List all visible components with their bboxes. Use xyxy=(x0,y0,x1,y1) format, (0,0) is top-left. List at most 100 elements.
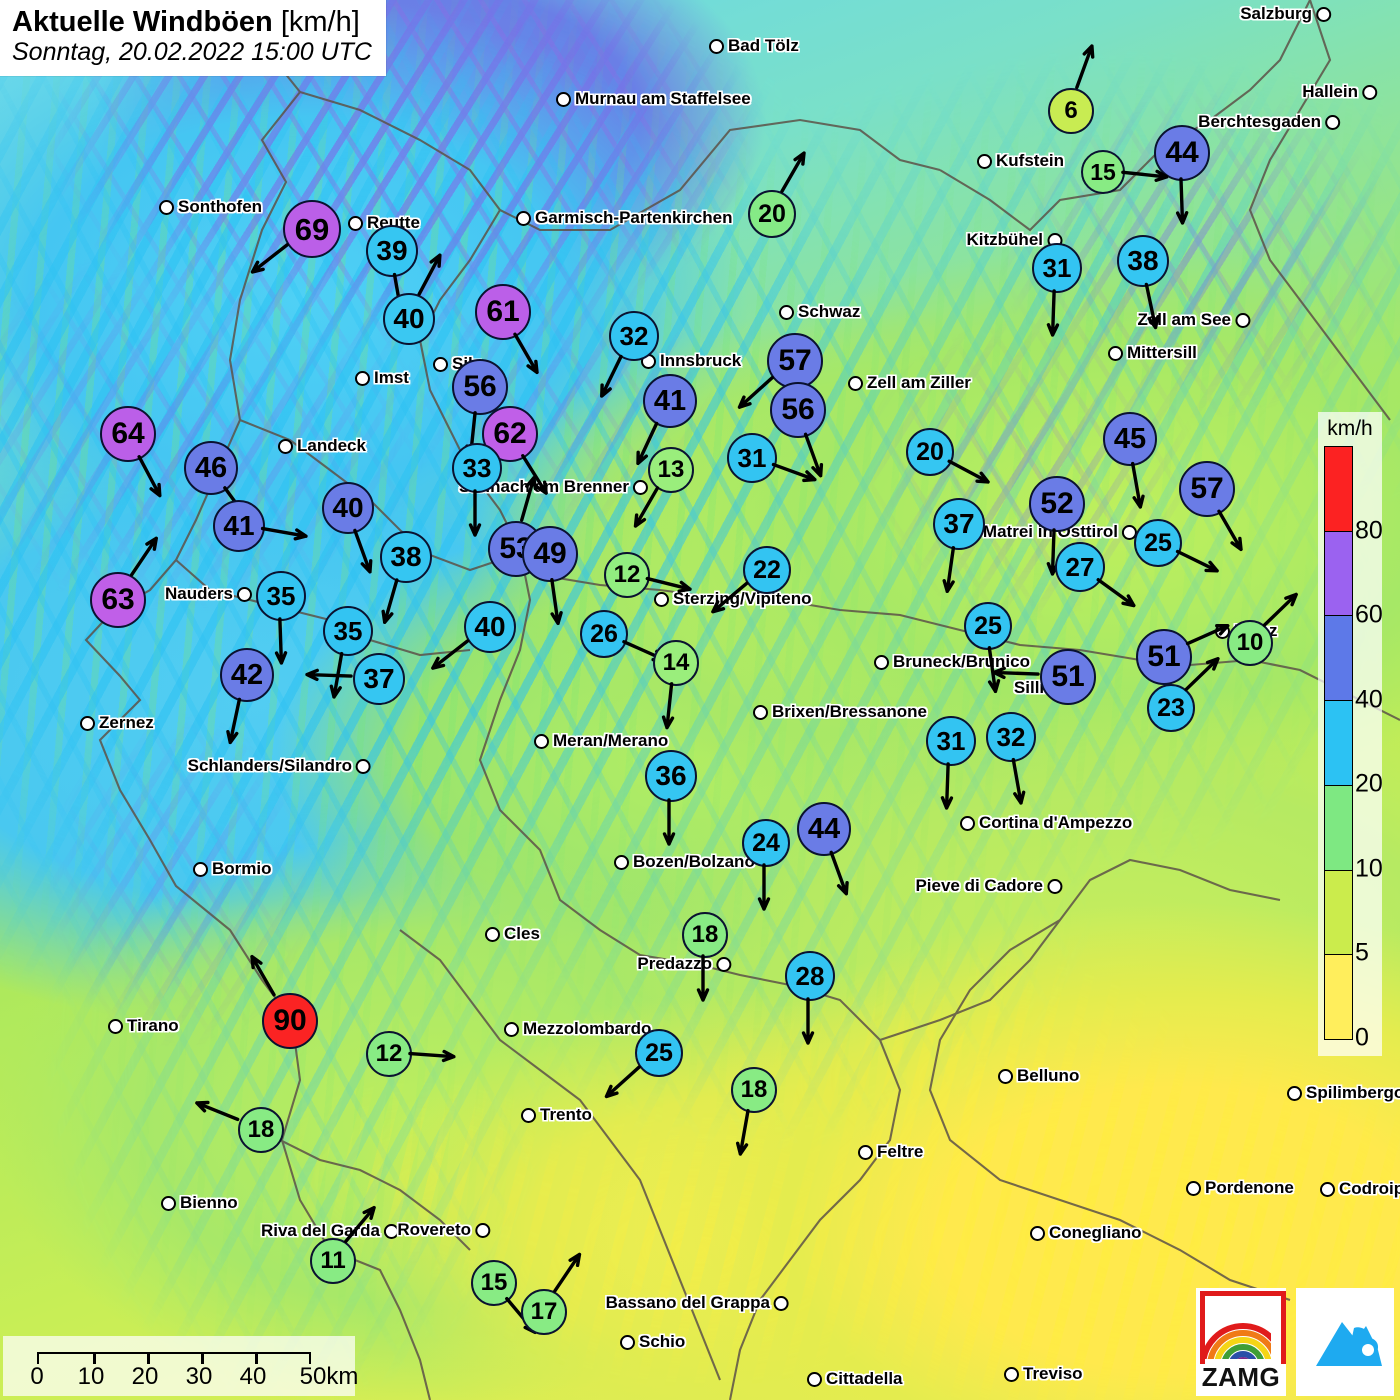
station-marker[interactable]: 35 xyxy=(256,571,306,665)
station-value-bubble[interactable]: 24 xyxy=(742,819,790,867)
station-marker[interactable]: 37 xyxy=(305,653,405,705)
station-marker[interactable]: 18 xyxy=(195,1100,284,1153)
station-marker[interactable]: 22 xyxy=(711,546,791,614)
station-value-bubble[interactable]: 62 xyxy=(482,406,538,462)
station-marker[interactable]: 39 xyxy=(366,225,418,320)
station-marker[interactable]: 11 xyxy=(310,1205,376,1284)
station-marker[interactable]: 49 xyxy=(522,526,578,625)
station-value-bubble[interactable]: 64 xyxy=(100,406,156,462)
station-value-bubble[interactable]: 12 xyxy=(366,1031,412,1077)
station-marker[interactable]: 38 xyxy=(380,531,432,624)
station-marker[interactable]: 41 xyxy=(213,500,308,552)
station-marker[interactable]: 10 xyxy=(1227,592,1298,666)
station-value-bubble[interactable]: 25 xyxy=(964,602,1012,650)
station-marker[interactable]: 57 xyxy=(737,333,823,409)
station-marker[interactable]: 44 xyxy=(797,802,851,896)
station-value-bubble[interactable]: 23 xyxy=(1147,684,1195,732)
station-value-bubble[interactable]: 11 xyxy=(310,1238,356,1284)
station-value-bubble[interactable]: 57 xyxy=(767,333,823,389)
station-marker[interactable]: 41 xyxy=(636,374,697,466)
station-marker[interactable]: 25 xyxy=(604,1029,683,1099)
station-marker[interactable]: 13 xyxy=(633,447,694,528)
station-marker[interactable]: 90 xyxy=(250,954,318,1049)
station-value-bubble[interactable]: 49 xyxy=(522,526,578,582)
station-marker[interactable]: 15 xyxy=(471,1260,537,1335)
station-value-bubble[interactable]: 15 xyxy=(471,1260,517,1306)
station-value-bubble[interactable]: 36 xyxy=(645,750,697,802)
station-value-bubble[interactable]: 18 xyxy=(238,1107,284,1153)
station-marker[interactable]: 46 xyxy=(184,441,253,526)
station-value-bubble[interactable]: 32 xyxy=(609,311,659,361)
station-value-bubble[interactable]: 25 xyxy=(1134,519,1182,567)
station-marker[interactable]: 31 xyxy=(1032,243,1082,337)
station-marker[interactable]: 64 xyxy=(100,406,162,498)
station-value-bubble[interactable]: 35 xyxy=(323,606,373,656)
station-marker[interactable]: 28 xyxy=(785,951,835,1045)
station-marker[interactable]: 20 xyxy=(748,151,806,238)
station-marker[interactable]: 18 xyxy=(731,1067,777,1156)
station-value-bubble[interactable]: 33 xyxy=(452,443,502,493)
station-marker[interactable]: 27 xyxy=(1055,542,1136,608)
station-marker[interactable]: 18 xyxy=(682,912,728,1002)
station-value-bubble[interactable]: 17 xyxy=(521,1289,567,1335)
station-marker[interactable]: 56 xyxy=(770,382,826,478)
station-marker[interactable]: 69 xyxy=(250,200,341,274)
station-value-bubble[interactable]: 6 xyxy=(1048,88,1094,134)
station-value-bubble[interactable]: 45 xyxy=(1103,412,1157,466)
station-value-bubble[interactable]: 12 xyxy=(604,552,650,598)
station-value-bubble[interactable]: 37 xyxy=(933,498,985,550)
station-value-bubble[interactable]: 27 xyxy=(1055,542,1105,592)
station-value-bubble[interactable]: 10 xyxy=(1227,620,1273,666)
station-marker[interactable]: 44 xyxy=(1154,125,1210,225)
station-value-bubble[interactable]: 31 xyxy=(727,433,777,483)
station-marker[interactable]: 38 xyxy=(1117,235,1169,330)
station-value-bubble[interactable]: 41 xyxy=(643,374,697,428)
station-value-bubble[interactable]: 56 xyxy=(770,382,826,438)
station-marker[interactable]: 45 xyxy=(1103,412,1157,509)
station-marker[interactable]: 61 xyxy=(475,284,539,375)
station-value-bubble[interactable]: 46 xyxy=(184,441,238,495)
station-marker[interactable]: 52 xyxy=(1029,476,1085,576)
station-value-bubble[interactable]: 44 xyxy=(1154,125,1210,181)
station-value-bubble[interactable]: 18 xyxy=(682,912,728,958)
station-marker[interactable]: 6 xyxy=(1048,44,1095,134)
station-value-bubble[interactable]: 28 xyxy=(785,951,835,1001)
station-marker[interactable]: 31 xyxy=(926,716,976,810)
station-marker[interactable]: 12 xyxy=(604,552,692,598)
station-marker[interactable]: 12 xyxy=(366,1031,456,1077)
station-value-bubble[interactable]: 69 xyxy=(283,200,341,258)
station-marker[interactable]: 32 xyxy=(600,311,659,398)
station-marker[interactable]: 35 xyxy=(323,606,373,699)
station-value-bubble[interactable]: 51 xyxy=(1136,629,1192,685)
station-marker[interactable]: 15 xyxy=(1081,150,1169,194)
station-value-bubble[interactable]: 37 xyxy=(353,653,405,705)
station-value-bubble[interactable]: 41 xyxy=(213,500,265,552)
station-marker[interactable]: 23 xyxy=(1147,657,1220,732)
station-value-bubble[interactable]: 40 xyxy=(383,293,435,345)
station-value-bubble[interactable]: 52 xyxy=(1029,476,1085,532)
station-marker[interactable]: 40 xyxy=(383,253,442,345)
station-marker[interactable]: 32 xyxy=(986,712,1036,805)
station-value-bubble[interactable]: 44 xyxy=(797,802,851,856)
station-value-bubble[interactable]: 35 xyxy=(256,571,306,621)
station-value-bubble[interactable]: 61 xyxy=(475,284,531,340)
station-marker[interactable]: 37 xyxy=(933,498,985,594)
station-value-bubble[interactable]: 42 xyxy=(220,648,274,702)
station-value-bubble[interactable]: 20 xyxy=(906,428,954,476)
station-marker[interactable]: 20 xyxy=(906,428,990,484)
station-value-bubble[interactable]: 22 xyxy=(743,546,791,594)
station-value-bubble[interactable]: 31 xyxy=(926,716,976,766)
station-value-bubble[interactable]: 56 xyxy=(452,359,508,415)
station-marker[interactable]: 25 xyxy=(964,602,1012,694)
station-value-bubble[interactable]: 40 xyxy=(322,482,374,534)
station-marker[interactable]: 25 xyxy=(1134,519,1219,573)
station-value-bubble[interactable]: 20 xyxy=(748,190,796,238)
station-marker[interactable]: 33 xyxy=(452,443,502,537)
station-marker[interactable]: 14 xyxy=(653,640,699,730)
station-marker[interactable]: 40 xyxy=(431,601,516,670)
station-marker[interactable]: 42 xyxy=(220,648,274,745)
station-marker[interactable]: 51 xyxy=(1136,624,1230,685)
station-marker[interactable]: 31 xyxy=(727,433,817,483)
station-value-bubble[interactable]: 25 xyxy=(635,1029,683,1077)
station-value-bubble[interactable]: 38 xyxy=(1117,235,1169,287)
